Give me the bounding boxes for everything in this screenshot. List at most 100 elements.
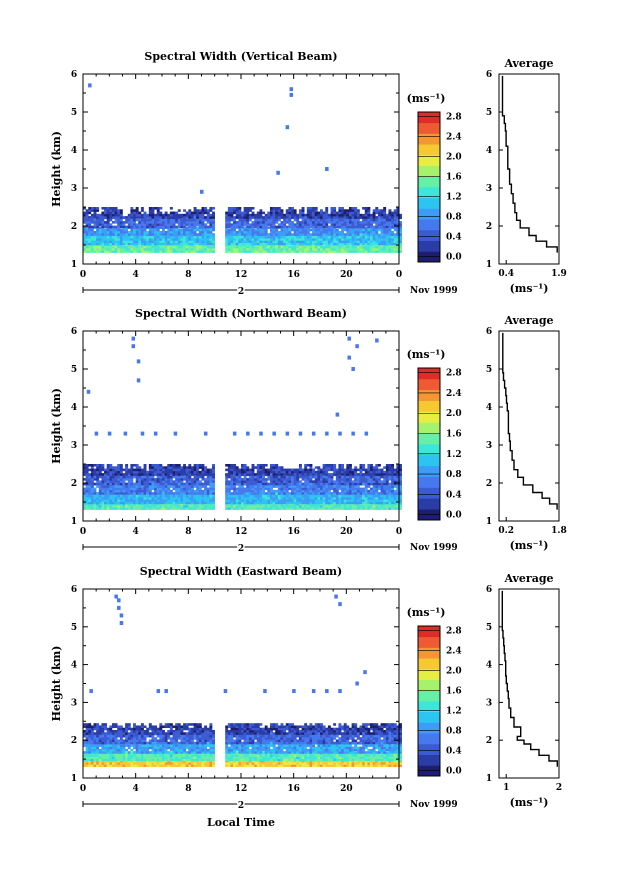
heatmap-cell xyxy=(164,485,168,488)
heatmap-cell xyxy=(151,228,155,232)
heatmap-cell xyxy=(277,468,281,472)
heatmap-cell xyxy=(298,483,302,486)
heatmap-cell xyxy=(159,505,163,508)
heatmap-cell xyxy=(175,245,179,249)
heatmap-cell xyxy=(101,225,105,229)
heatmap-cell xyxy=(264,235,268,239)
heatmap-cell xyxy=(162,470,165,474)
heatmap-cell xyxy=(383,250,387,253)
heatmap-cell xyxy=(298,223,302,226)
heatmap-cell xyxy=(122,478,126,481)
heatmap-cell xyxy=(138,501,142,505)
heatmap-cell xyxy=(114,501,118,505)
heatmap-cell xyxy=(343,494,347,498)
heatmap-cell xyxy=(230,242,234,246)
heatmap-cell xyxy=(138,218,142,222)
heatmap-cell xyxy=(196,499,200,502)
heatmap-cell xyxy=(230,207,234,210)
heatmap-cell xyxy=(167,221,171,224)
heatmap-cell xyxy=(364,230,368,234)
heatmap-cell xyxy=(185,228,189,232)
heatmap-cell xyxy=(88,248,92,251)
heatmap-cell xyxy=(372,216,376,219)
heatmap-cell xyxy=(285,505,289,508)
heatmap-cell xyxy=(359,482,363,486)
heatmap-cell xyxy=(291,213,294,217)
heatmap-cell xyxy=(306,225,310,229)
heatmap-cell xyxy=(264,470,268,474)
heatmap-cell xyxy=(333,235,337,239)
heatmap-cell xyxy=(133,228,136,232)
heatmap-cell xyxy=(235,207,239,210)
heatmap-cell xyxy=(314,218,318,222)
heatmap-cell xyxy=(396,213,400,217)
heatmap-cell xyxy=(256,225,260,229)
heatmap-cell xyxy=(351,207,355,210)
heatmap-cell xyxy=(241,230,244,234)
heatmap-cell xyxy=(90,470,94,474)
heatmap-cell xyxy=(180,216,184,219)
heatmap-cell xyxy=(251,505,255,508)
heatmap-cell xyxy=(251,245,255,249)
heatmap-cell xyxy=(235,475,239,479)
heatmap-cell xyxy=(130,233,134,236)
heatmap-cell xyxy=(372,225,376,229)
heatmap-cell xyxy=(159,507,163,510)
heatmap-cell xyxy=(156,480,160,483)
heatmap-cell xyxy=(377,501,381,505)
heatmap-cell xyxy=(130,494,134,498)
heatmap-cell xyxy=(114,242,118,246)
heatmap-cell xyxy=(272,218,276,222)
heatmap-cell xyxy=(146,216,150,219)
heatmap-cell xyxy=(98,501,102,505)
heatmap-cell xyxy=(351,485,355,488)
heatmap-cell xyxy=(122,223,126,226)
heatmap-cell xyxy=(375,218,379,222)
heatmap-cell xyxy=(188,218,192,222)
heatmap-cell xyxy=(285,501,289,505)
heatmap-cell xyxy=(301,482,305,486)
heatmap-cell xyxy=(190,221,194,224)
heatmap-cell xyxy=(154,494,158,498)
heatmap-cell xyxy=(348,242,352,246)
heatmap-cell xyxy=(370,230,373,234)
heatmap-cell xyxy=(248,233,252,236)
heatmap-cell xyxy=(269,211,273,215)
heatmap-cell xyxy=(169,464,173,467)
heatmap-cell xyxy=(296,505,300,508)
heatmap-cell xyxy=(83,207,86,210)
heatmap-cell xyxy=(272,505,276,508)
heatmap-cell xyxy=(288,245,292,249)
heatmap-cell xyxy=(375,211,379,215)
heatmap-cell xyxy=(370,473,373,476)
heatmap-cell xyxy=(88,478,92,481)
heatmap-cell xyxy=(148,228,152,232)
heatmap-cell xyxy=(291,216,294,219)
heatmap-cell xyxy=(238,468,242,472)
heatmap-cell xyxy=(275,233,279,236)
heatmap-cell xyxy=(370,468,373,472)
heatmap-cell xyxy=(151,470,155,474)
heatmap-cell xyxy=(204,505,208,508)
heatmap-cell xyxy=(164,233,168,236)
heatmap-cell xyxy=(135,248,139,251)
heatmap-cell xyxy=(96,464,100,467)
heatmap-cell xyxy=(133,211,136,215)
heatmap-cell xyxy=(354,480,358,483)
heatmap-cell xyxy=(338,207,342,210)
heatmap-cell xyxy=(196,233,200,236)
heatmap-cell xyxy=(172,250,176,253)
heatmap-cell xyxy=(206,218,210,222)
heatmap-cell xyxy=(314,225,318,229)
heatmap-cell xyxy=(127,233,131,236)
heatmap-cell xyxy=(196,228,200,232)
heatmap-cell xyxy=(130,497,134,500)
heatmap-cell xyxy=(312,211,316,215)
heatmap-cell xyxy=(88,235,92,239)
heatmap-cell xyxy=(264,507,268,510)
heatmap-cell xyxy=(393,213,397,217)
heatmap-cell xyxy=(235,489,239,493)
heatmap-cell xyxy=(193,233,197,236)
heatmap-cell xyxy=(167,482,171,486)
heatmap-cell xyxy=(272,501,276,505)
